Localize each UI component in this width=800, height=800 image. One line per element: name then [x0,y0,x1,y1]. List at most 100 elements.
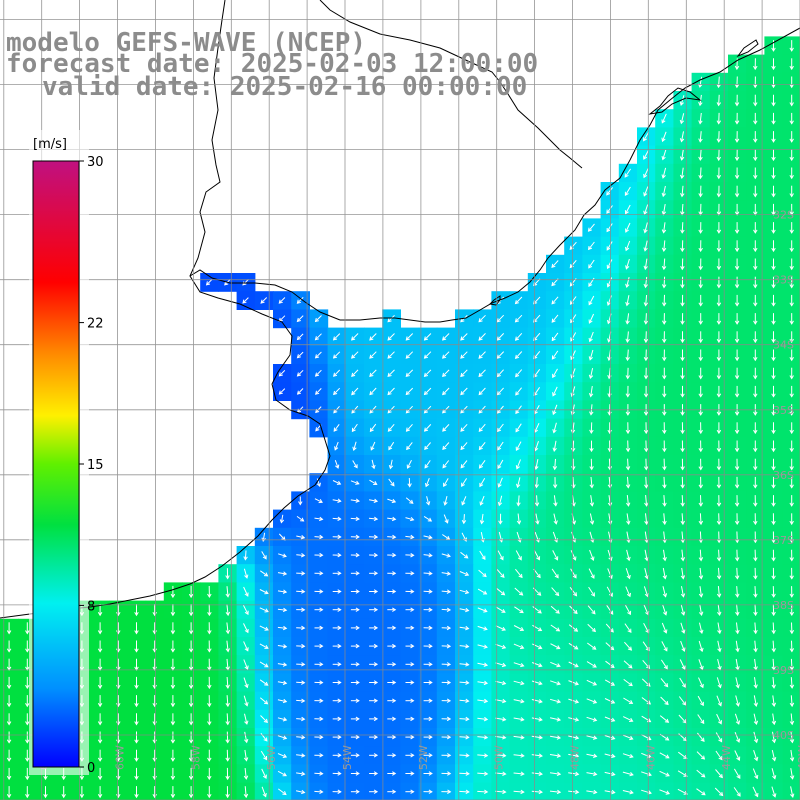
wind-arrow [659,752,670,759]
wind-arrow [405,534,415,540]
wind-arrow [625,240,631,252]
wind-arrow [369,498,379,503]
wind-arrow [97,676,103,690]
wind-arrow [478,333,486,341]
wind-arrow [296,771,306,776]
wind-arrow [423,789,433,794]
wind-arrow [789,222,794,234]
wind-arrow [622,734,634,741]
wind-arrow [680,622,686,634]
wind-arrow [771,40,776,52]
wind-arrow [314,662,324,667]
wind-arrow [461,478,468,488]
wind-arrow [680,258,685,271]
wind-arrow [207,585,212,598]
wind-arrow [551,568,559,579]
wind-arrow [296,351,304,359]
wind-arrow [716,695,722,707]
wind-arrow [753,276,758,289]
wind-arrow [589,440,594,453]
lon-label: 42W [796,745,800,770]
wind-arrow [589,513,595,525]
wind-arrow [515,459,521,470]
wind-arrow [753,567,758,580]
wind-arrow [698,549,704,562]
wind-arrow [6,622,12,635]
wind-arrow [478,351,486,359]
wind-arrow [243,568,249,579]
wind-arrow [531,771,543,776]
wind-arrow [789,294,794,307]
valid-date: valid date: 2025-02-16 00:00:00 [42,72,528,102]
wind-arrow [716,567,722,580]
wind-arrow [97,731,103,744]
wind-arrow [771,222,776,234]
wind-arrow [423,387,432,396]
wind-arrow [369,333,377,341]
wind-arrow [589,549,595,562]
wind-arrow [588,586,595,597]
wind-arrow [662,349,667,362]
wind-arrow [662,476,667,489]
wind-arrow [531,735,543,740]
wind-arrow [771,149,776,162]
wind-arrow [277,698,288,704]
wind-arrow [679,113,685,125]
wind-arrow [477,680,489,686]
wind-arrow [753,222,758,234]
lon-label: 56W [265,745,278,770]
wind-arrow [477,625,488,631]
wind-arrow [643,204,649,216]
wind-arrow [734,531,740,544]
wind-arrow [334,460,340,469]
wind-arrow [735,622,740,635]
wind-arrow [531,662,543,668]
wind-arrow [6,731,12,744]
wind-arrow [643,331,649,344]
lon-label: 52W [417,745,430,770]
wind-arrow [369,662,379,667]
wind-arrow [716,458,722,471]
wind-arrow [350,734,360,740]
wind-arrow [677,770,688,777]
wind-arrow [551,260,559,269]
wind-arrow [753,76,758,89]
wind-arrow [296,625,306,631]
wind-arrow [387,552,397,558]
wind-arrow [698,476,704,489]
wind-arrow [243,786,249,799]
wind-arrow [242,604,249,616]
wind-arrow [459,589,470,595]
wind-arrow [513,717,525,722]
wind-arrow [350,680,360,685]
wind-arrow [332,571,342,576]
wind-arrow [698,640,704,653]
wind-arrow [661,185,666,198]
wind-arrow [478,423,486,432]
wind-arrow [661,258,667,271]
wind-arrow [332,680,342,685]
wind-arrow [298,496,303,506]
wind-arrow [513,735,525,740]
wind-arrow [607,440,613,453]
wind-arrow [441,571,452,576]
wind-arrow [550,661,561,668]
wind-arrow [459,662,470,667]
wind-arrow [369,643,379,649]
wind-arrow [441,680,452,685]
wind-arrow [277,644,288,649]
wind-arrow [207,622,212,635]
wind-arrow [351,387,359,396]
wind-arrow [698,531,704,544]
wind-arrow [369,789,379,794]
wind-arrow [552,440,557,452]
wind-arrow [478,369,486,378]
wind-arrow [514,296,523,305]
wind-arrow [225,676,230,689]
wind-arrow [550,643,561,650]
wind-arrow [568,789,580,795]
wind-arrow [423,607,433,612]
wind-arrow [351,333,359,341]
wind-arrow [443,478,449,488]
wind-arrow [716,94,722,107]
